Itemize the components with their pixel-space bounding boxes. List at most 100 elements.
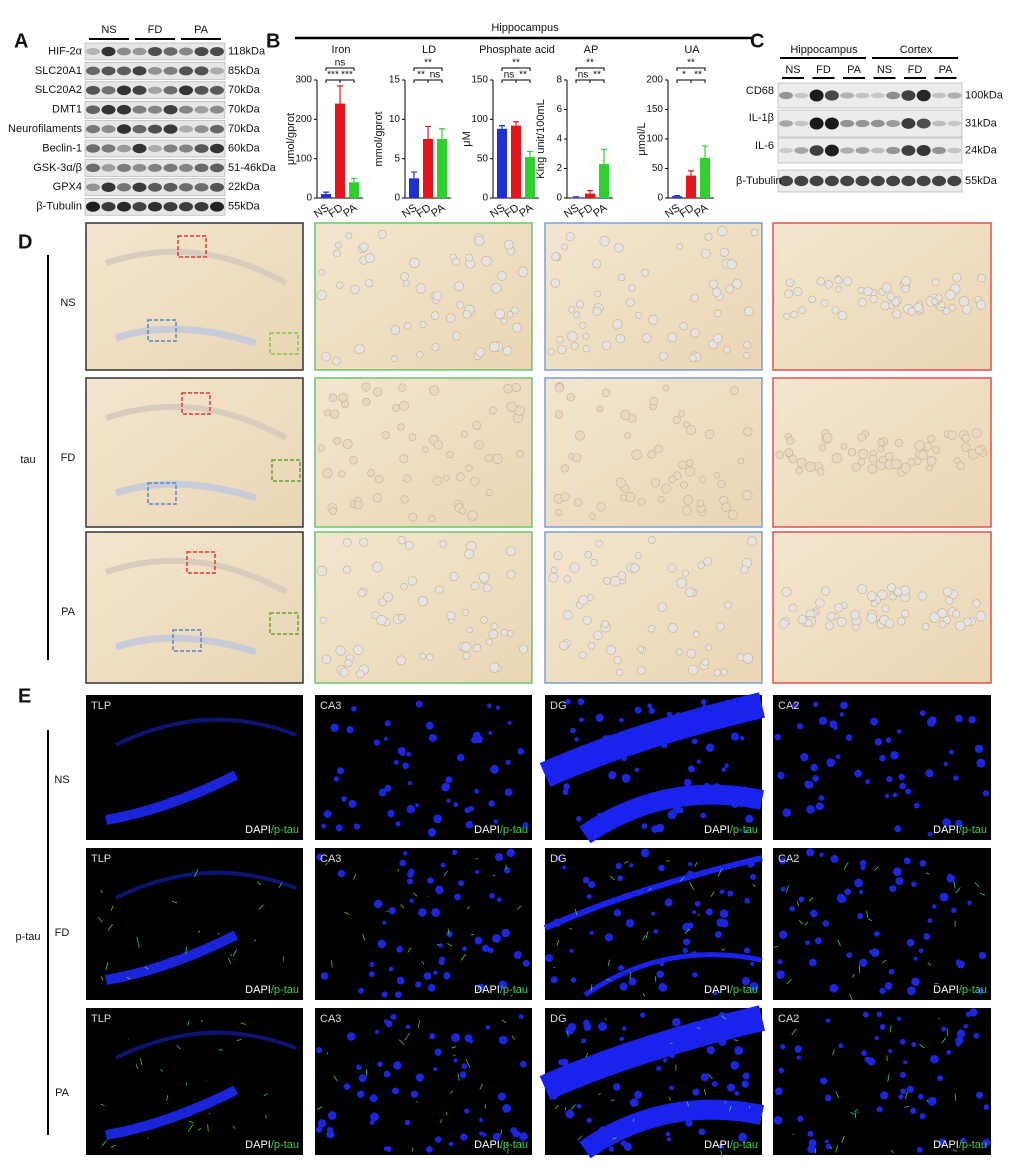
channel-dapi: DAPI [704,824,730,836]
cell-nucleus [942,307,951,315]
p-tau-signal [500,1129,503,1136]
cell-nucleus [913,302,923,312]
blot-band [779,120,793,127]
cell-nucleus [359,537,369,547]
cell-nucleus [569,562,580,573]
nucleus [506,848,516,858]
blot-band [86,125,100,134]
cell-nucleus [943,587,953,597]
nucleus [451,849,458,856]
p-tau-signal [733,1039,739,1042]
cell-nucleus [685,459,694,467]
cell-nucleus [404,540,414,550]
nucleus [427,983,436,992]
cell-nucleus [840,443,848,450]
chart-title: LD [422,44,436,56]
nucleus [395,821,401,827]
nucleus [822,920,830,927]
nucleus [845,734,853,741]
nucleus [448,1141,454,1147]
cell-nucleus [901,276,911,286]
p-tau-signal [925,872,930,875]
nucleus [665,1131,671,1137]
y-tick-label: 150 [471,75,488,86]
nucleus [388,907,396,915]
blot-band [916,118,931,129]
cell-nucleus [931,278,940,287]
cell-nucleus [570,342,579,350]
nucleus [982,790,990,797]
nucleus [973,1032,980,1039]
cell-nucleus [475,347,486,357]
nucleus [621,756,627,762]
y-axis-label: mmol/gprot [373,111,385,166]
p-tau-signal [786,978,792,985]
nucleus [939,892,949,902]
blot-band [886,175,901,187]
blot-band [101,125,116,134]
nucleus [706,707,712,712]
blot-band [210,46,224,57]
cell-nucleus [636,666,646,675]
nucleus [438,943,444,948]
nucleus [906,1085,914,1093]
blot-band [101,201,116,212]
nucleus [433,814,442,824]
nucleus [806,805,815,814]
region-label: Cortex [900,44,933,56]
nucleus [410,1090,419,1098]
nucleus [471,736,479,744]
cell-nucleus [681,505,692,516]
nucleus [458,880,465,887]
nucleus [974,744,984,754]
cell-nucleus [560,492,570,502]
p-tau-signal [516,905,522,910]
p-tau-signal [642,935,646,941]
cell-nucleus [797,615,807,625]
cell-nucleus [333,436,342,445]
size-label: 60kDa [228,142,261,154]
nucleus [490,765,499,774]
channel-p-tau: /p-tau [500,824,528,836]
cell-nucleus [446,611,456,621]
nucleus [423,972,432,980]
nucleus [717,710,722,715]
significance-bracket [413,67,443,71]
cell-nucleus [454,281,464,292]
p-tau-signal [333,1075,338,1082]
cell-nucleus [470,476,480,486]
nucleus [434,1048,442,1056]
nucleus [983,1104,990,1110]
blot-band [840,119,855,128]
tissue-layer [105,248,288,286]
nucleus [556,855,561,861]
cell-nucleus [725,284,735,294]
cell-nucleus [893,587,903,597]
cell-nucleus [678,460,687,470]
nucleus [369,961,375,967]
channel-p-tau: /p-tau [730,824,758,836]
p-tau-signal [887,1073,890,1082]
cell-nucleus [971,427,982,439]
size-label: 31kDa [965,117,998,129]
nucleus [619,717,624,723]
cell-nucleus [503,383,513,394]
significance-label: ** [586,58,594,69]
cell-nucleus [563,575,572,584]
nucleus [967,900,972,906]
nucleus [399,749,406,757]
nucleus [824,1094,832,1102]
cell-nucleus [668,475,676,484]
p-tau-signal [804,921,809,926]
nucleus [465,820,474,829]
p-tau-signal [447,942,453,947]
cell-nucleus [871,600,878,608]
p-tau-signal [686,1101,689,1107]
y-tick-label: 50 [477,153,489,164]
p-tau-signal [835,1144,839,1153]
channel-p-tau: /p-tau [500,984,528,996]
significance-label: *** [327,70,339,81]
bar [700,157,710,198]
p-tau-signal [866,910,869,919]
nucleus [608,1146,615,1152]
